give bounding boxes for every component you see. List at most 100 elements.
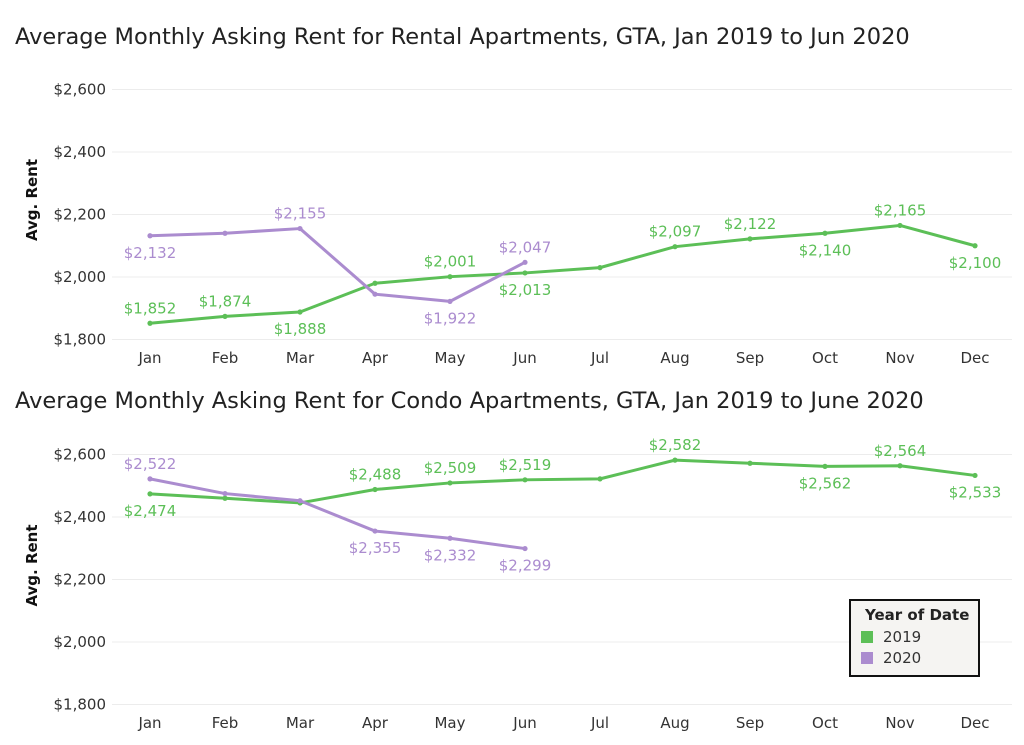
x-tick-label: Nov bbox=[885, 714, 914, 732]
data-point-2020 bbox=[372, 528, 378, 534]
data-label-2019: $2,533 bbox=[949, 483, 1002, 501]
data-point-2019 bbox=[147, 320, 153, 326]
data-point-2020 bbox=[522, 545, 528, 552]
data-point-2020 bbox=[522, 259, 528, 265]
data-point-2019 bbox=[372, 486, 378, 493]
data-point-2019 bbox=[897, 463, 903, 469]
x-tick-label: Jul bbox=[590, 349, 609, 367]
data-label-2020: $2,332 bbox=[424, 546, 477, 564]
data-point-2019 bbox=[597, 265, 603, 271]
x-tick-label: Aug bbox=[660, 714, 689, 732]
data-label-2019: $1,852 bbox=[124, 299, 177, 317]
y-axis-label: Avg. Rent bbox=[23, 524, 41, 606]
legend-item-2020[interactable]: 2020 bbox=[861, 649, 978, 667]
data-point-2020 bbox=[222, 490, 228, 497]
y-tick-label: $2,600 bbox=[54, 81, 107, 99]
data-point-2019 bbox=[597, 476, 603, 482]
legend-swatch-2020 bbox=[861, 652, 873, 664]
x-tick-label: Oct bbox=[812, 349, 838, 367]
y-tick-label: $2,400 bbox=[54, 508, 107, 526]
data-label-2020: $2,299 bbox=[499, 557, 552, 575]
data-label-2019: $1,888 bbox=[274, 320, 327, 338]
x-tick-label: Jun bbox=[512, 349, 536, 367]
y-tick-label: $2,000 bbox=[54, 268, 107, 286]
y-tick-label: $1,800 bbox=[54, 331, 107, 349]
y-tick-label: $2,400 bbox=[54, 143, 107, 161]
data-label-2019: $2,122 bbox=[724, 215, 777, 233]
x-tick-label: Apr bbox=[362, 714, 389, 732]
chart-title: Average Monthly Asking Rent for Rental A… bbox=[15, 24, 910, 50]
data-point-2020 bbox=[297, 225, 303, 232]
data-point-2019 bbox=[822, 230, 828, 236]
data-label-2020: $2,522 bbox=[124, 455, 177, 473]
x-tick-label: Sep bbox=[736, 349, 764, 367]
x-tick-label: Nov bbox=[885, 349, 914, 367]
data-label-2019: $2,001 bbox=[424, 253, 477, 271]
y-tick-label: $2,200 bbox=[54, 206, 107, 224]
legend-title: Year of Date bbox=[865, 606, 970, 624]
data-label-2019: $2,582 bbox=[649, 436, 702, 454]
x-tick-label: Sep bbox=[736, 714, 764, 732]
data-point-2019 bbox=[447, 274, 453, 280]
x-tick-label: Apr bbox=[362, 349, 389, 367]
data-label-2019: $2,140 bbox=[799, 241, 852, 259]
x-tick-label: Mar bbox=[286, 349, 315, 367]
data-label-2020: $2,355 bbox=[349, 539, 402, 557]
data-label-2019: $2,488 bbox=[349, 466, 402, 484]
data-label-2019: $1,874 bbox=[199, 292, 252, 310]
data-point-2020 bbox=[447, 298, 453, 304]
chart-panel-1: Average Monthly Asking Rent for Rental A… bbox=[15, 24, 1012, 367]
y-tick-label: $2,600 bbox=[54, 446, 107, 464]
data-point-2020 bbox=[222, 230, 228, 236]
data-point-2020 bbox=[297, 498, 303, 504]
data-point-2019 bbox=[747, 236, 753, 242]
data-point-2019 bbox=[522, 270, 528, 276]
legend: Year of Date 2019 2020 bbox=[849, 599, 980, 677]
data-label-2020: $2,155 bbox=[274, 205, 327, 223]
y-tick-label: $1,800 bbox=[54, 696, 107, 714]
data-label-2020: $1,922 bbox=[424, 309, 477, 327]
legend-label-2020: 2020 bbox=[883, 649, 922, 667]
x-tick-label: Aug bbox=[660, 349, 689, 367]
series-line-2019 bbox=[149, 458, 976, 505]
x-tick-label: May bbox=[434, 349, 465, 367]
data-point-2019 bbox=[147, 491, 153, 497]
data-point-2019 bbox=[297, 309, 303, 315]
series-line-2020 bbox=[149, 227, 526, 303]
legend-label-2019: 2019 bbox=[883, 628, 922, 646]
y-tick-label: $2,200 bbox=[54, 571, 107, 589]
data-label-2019: $2,097 bbox=[649, 223, 702, 241]
data-point-2020 bbox=[447, 535, 453, 541]
data-point-2019 bbox=[372, 280, 378, 286]
data-point-2019 bbox=[447, 480, 453, 486]
data-label-2019: $2,509 bbox=[424, 459, 477, 477]
data-point-2019 bbox=[972, 243, 978, 249]
data-point-2019 bbox=[672, 244, 678, 250]
y-tick-label: $2,000 bbox=[54, 633, 107, 651]
data-label-2019: $2,562 bbox=[799, 474, 852, 492]
data-label-2019: $2,474 bbox=[124, 502, 177, 520]
data-label-2019: $2,564 bbox=[874, 442, 927, 460]
legend-swatch-2019 bbox=[861, 631, 873, 643]
x-tick-label: Feb bbox=[212, 349, 239, 367]
data-point-2020 bbox=[372, 291, 378, 297]
x-tick-label: Jun bbox=[512, 714, 536, 732]
data-label-2019: $2,013 bbox=[499, 281, 552, 299]
x-tick-label: Dec bbox=[960, 714, 989, 732]
series-line-2020 bbox=[149, 477, 526, 551]
data-point-2019 bbox=[972, 472, 978, 479]
data-point-2020 bbox=[147, 233, 153, 239]
x-tick-label: Jul bbox=[590, 714, 609, 732]
data-label-2019: $2,519 bbox=[499, 456, 552, 474]
data-label-2019: $2,165 bbox=[874, 201, 927, 219]
x-tick-label: Jan bbox=[137, 349, 161, 367]
x-tick-label: Dec bbox=[960, 349, 989, 367]
data-point-2019 bbox=[822, 463, 828, 469]
data-point-2020 bbox=[147, 476, 153, 482]
legend-item-2019[interactable]: 2019 bbox=[861, 628, 978, 646]
x-tick-label: May bbox=[434, 714, 465, 732]
chart-title: Average Monthly Asking Rent for Condo Ap… bbox=[15, 388, 924, 414]
data-point-2019 bbox=[672, 457, 678, 463]
data-label-2019: $2,100 bbox=[949, 254, 1002, 272]
